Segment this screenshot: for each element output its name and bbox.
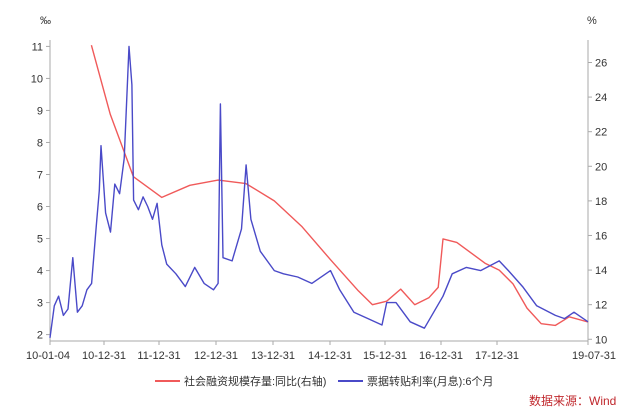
x-tick-label: 13-12-31 [251, 350, 295, 362]
chart-series-layer [49, 45, 589, 338]
left-y-tick-label: 5 [37, 234, 43, 246]
x-tick-label: 10-01-04 [26, 350, 70, 362]
right-y-tick-label: 24 [595, 92, 607, 104]
x-tick-label: 16-12-31 [419, 350, 463, 362]
left-y-tick-label: 9 [37, 105, 43, 117]
right-y-tick-label: 12 [595, 300, 607, 312]
left-y-tick-label: 3 [37, 298, 43, 310]
chart-axes [49, 40, 589, 342]
x-tick-label: 14-12-31 [308, 350, 352, 362]
left-y-tick-label: 11 [32, 41, 43, 53]
x-tick-label: 12-12-31 [194, 350, 238, 362]
x-tick-label: 15-12-31 [363, 350, 407, 362]
left-y-tick-label: 4 [37, 266, 43, 278]
chart-ticks: 2 3 4 5 6 7 8 9 10 11 10 12 14 16 18 20 22 24 26 10-01-04 10… [26, 41, 616, 362]
source-note: 数据来源：Wind [529, 393, 616, 408]
right-y-tick-label: 10 [595, 334, 607, 346]
right-y-tick-label: 22 [595, 127, 607, 139]
right-y-tick-label: 14 [595, 265, 607, 277]
x-tick-label: 19-07-31 [572, 350, 616, 362]
x-tick-label: 10-12-31 [82, 350, 126, 362]
right-unit-label: % [587, 15, 597, 27]
series-line-1 [49, 45, 589, 338]
chart-legend: 社会融资规模存量:同比(右轴) 票据转贴利率(月息):6个月 [155, 374, 494, 388]
legend-label-blue: 票据转贴利率(月息):6个月 [367, 374, 494, 388]
right-y-tick-label: 20 [595, 161, 607, 173]
right-y-tick-label: 16 [595, 230, 607, 242]
x-tick-label: 17-12-31 [475, 350, 519, 362]
right-y-tick-label: 18 [595, 196, 607, 208]
left-unit-label: ‰ [40, 15, 51, 27]
left-y-tick-label: 6 [37, 202, 43, 214]
x-tick-label: 11-12-31 [137, 350, 180, 362]
right-y-tick-label: 26 [595, 57, 607, 69]
left-y-tick-label: 8 [37, 137, 43, 149]
legend-label-red: 社会融资规模存量:同比(右轴) [184, 374, 326, 388]
left-y-tick-label: 2 [37, 330, 43, 342]
series-line-0 [90, 45, 589, 327]
left-y-tick-label: 7 [37, 169, 43, 181]
left-y-tick-label: 10 [31, 73, 43, 85]
